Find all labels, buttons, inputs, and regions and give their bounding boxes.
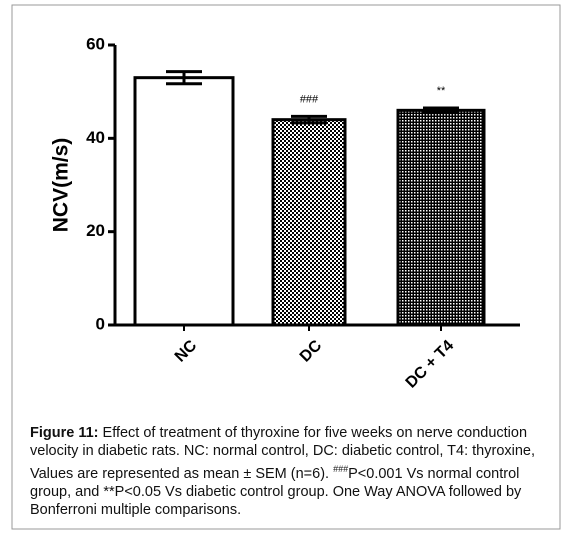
frame bbox=[11, 4, 561, 530]
y-axis-label: NCV(m/s) bbox=[50, 138, 73, 233]
annotation: ** bbox=[437, 85, 446, 97]
x-tick-label: NC bbox=[172, 337, 201, 366]
bar bbox=[133, 76, 235, 327]
x-tick-label: DC bbox=[297, 337, 326, 366]
bar bbox=[396, 108, 486, 327]
caption-text: Effect of treatment of thyroxine for fiv… bbox=[30, 425, 536, 482]
annotation: ### bbox=[300, 93, 319, 105]
caption: Figure 11: Effect of treatment of thyrox… bbox=[30, 424, 550, 519]
y-tick-label: 60 bbox=[86, 34, 105, 53]
caption-superscript: ### bbox=[333, 464, 349, 474]
caption-label: Figure 11: bbox=[30, 425, 99, 441]
y-tick-label: 0 bbox=[96, 314, 105, 333]
y-tick-label: 40 bbox=[86, 128, 105, 147]
y-tick-label: 20 bbox=[86, 221, 105, 240]
bar bbox=[271, 118, 347, 327]
x-tick-label: DC + T4 bbox=[403, 337, 458, 392]
caption-text: P<0.001 Vs normal control group, and **P… bbox=[30, 465, 522, 518]
